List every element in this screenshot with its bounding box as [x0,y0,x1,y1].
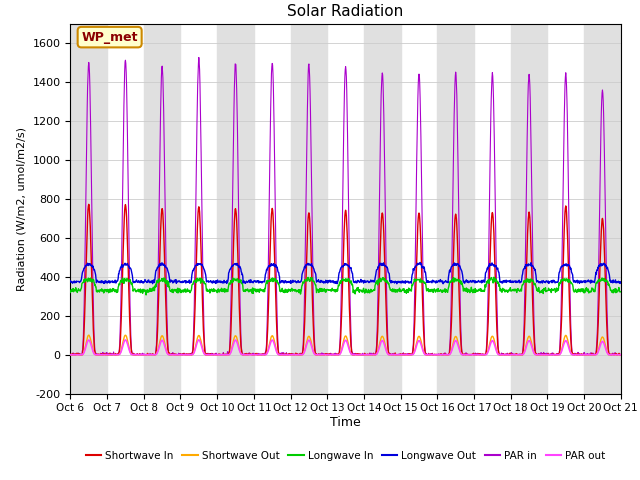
Bar [70,24,107,394]
Y-axis label: Radiation (W/m2, umol/m2/s): Radiation (W/m2, umol/m2/s) [17,127,27,291]
Title: Solar Radiation: Solar Radiation [287,4,404,19]
Bar [364,24,401,394]
X-axis label: Time: Time [330,416,361,429]
Legend: Shortwave In, Shortwave Out, Longwave In, Longwave Out, PAR in, PAR out: Shortwave In, Shortwave Out, Longwave In… [81,447,610,465]
Bar [291,24,327,394]
Bar [144,24,180,394]
Bar [437,24,474,394]
Bar [584,24,621,394]
Text: WP_met: WP_met [81,31,138,44]
Bar [511,24,547,394]
Bar [217,24,254,394]
